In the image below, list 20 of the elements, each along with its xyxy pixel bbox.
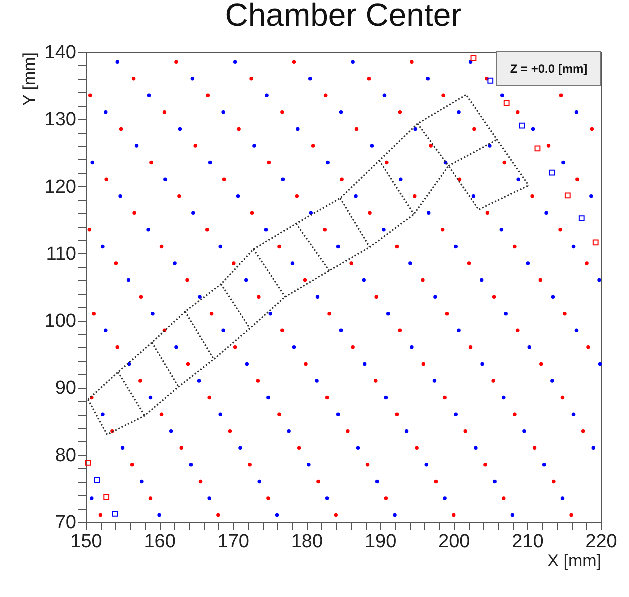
x-tick-label: 170: [218, 532, 250, 552]
y-tick-label: 90: [55, 378, 76, 400]
y-tick-label: 120: [44, 176, 76, 198]
annotation: Z = +0.0 [mm]: [510, 62, 588, 76]
x-tick-label: 220: [586, 532, 618, 552]
y-tick-label: 80: [55, 445, 76, 466]
y-tick-label: 130: [44, 110, 76, 131]
x-tick-label: 190: [364, 532, 397, 552]
x-tick-label: 160: [144, 532, 176, 552]
y-tick-label: 140: [44, 42, 76, 64]
y-axis-title: Y [mm]: [20, 52, 39, 106]
chart-title: Chamber Center: [225, 0, 462, 33]
y-tick-label: 70: [55, 512, 76, 534]
x-tick-label: 180: [291, 532, 324, 552]
y-tick-label: 100: [44, 311, 76, 332]
y-tick-label: 110: [46, 244, 76, 265]
x-tick-label: 200: [438, 532, 470, 552]
x-tick-label: 150: [70, 532, 102, 552]
x-tick-label: 210: [512, 532, 544, 552]
x-axis-title: X [mm]: [548, 552, 602, 570]
